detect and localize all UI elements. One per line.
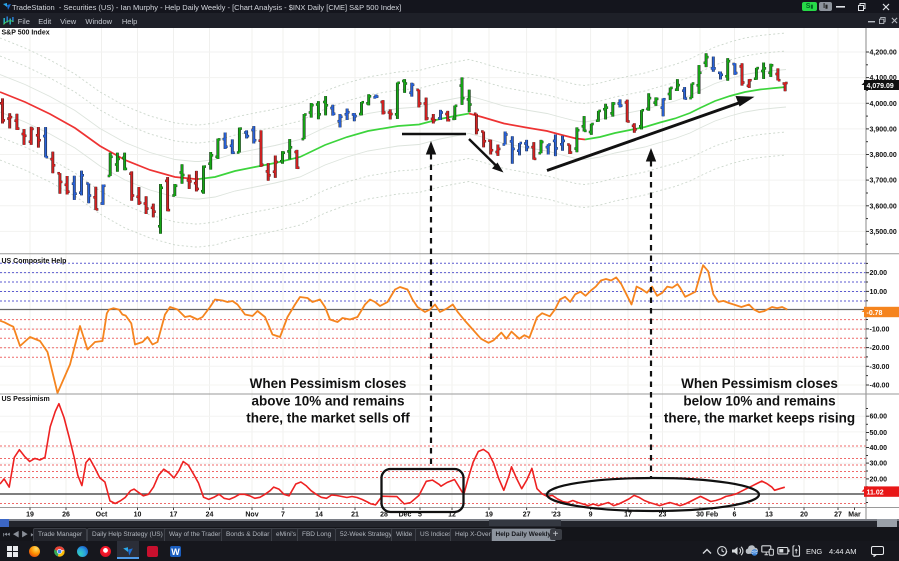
svg-text:US Composite Help: US Composite Help: [2, 258, 67, 265]
svg-text:7: 7: [281, 512, 285, 519]
svg-text:13: 13: [765, 512, 773, 519]
svg-text:4,000.00: 4,000.00: [870, 101, 897, 108]
svg-text:17: 17: [170, 512, 178, 519]
svg-text:When Pessimism closes: When Pessimism closes: [681, 376, 838, 391]
svg-text:60.00: 60.00: [870, 414, 888, 421]
svg-text:Feb: Feb: [706, 512, 718, 519]
svg-text:10.00: 10.00: [870, 289, 888, 296]
svg-text:4,200.00: 4,200.00: [870, 50, 897, 57]
svg-text:-20.00: -20.00: [870, 345, 890, 352]
svg-text:Mar: Mar: [848, 512, 861, 519]
svg-text:Nov: Nov: [245, 512, 258, 519]
svg-text:3,600.00: 3,600.00: [870, 203, 897, 210]
svg-text:below 10% and remains: below 10% and remains: [683, 394, 835, 409]
svg-text:-40.00: -40.00: [870, 383, 890, 390]
svg-text:23: 23: [659, 512, 667, 519]
svg-text:19: 19: [485, 512, 493, 519]
svg-text:Dec: Dec: [399, 512, 412, 519]
svg-text:When Pessimism closes: When Pessimism closes: [250, 376, 407, 391]
svg-text:there, the market keeps rising: there, the market keeps rising: [664, 411, 855, 426]
svg-text:40.00: 40.00: [870, 445, 888, 452]
svg-text:3,800.00: 3,800.00: [870, 152, 897, 159]
svg-text:above 10% and remains: above 10% and remains: [251, 394, 404, 409]
svg-text:30: 30: [696, 512, 704, 519]
svg-text:28: 28: [380, 512, 388, 519]
svg-text:27: 27: [523, 512, 531, 519]
svg-text:17: 17: [624, 512, 632, 519]
svg-text:30.00: 30.00: [870, 461, 888, 468]
svg-text:12: 12: [448, 512, 456, 519]
svg-text:20.00: 20.00: [870, 270, 888, 277]
svg-text:-30.00: -30.00: [870, 364, 890, 371]
svg-text:5: 5: [418, 512, 422, 519]
svg-text:9: 9: [589, 512, 593, 519]
svg-text:there, the market sells off: there, the market sells off: [246, 411, 410, 426]
svg-text:20.00: 20.00: [870, 476, 888, 483]
svg-text:26: 26: [62, 512, 70, 519]
svg-text:-0.78: -0.78: [867, 310, 883, 317]
svg-text:21: 21: [351, 512, 359, 519]
svg-text:50.00: 50.00: [870, 430, 888, 437]
svg-text:20: 20: [800, 512, 808, 519]
svg-text:19: 19: [26, 512, 34, 519]
svg-text:6: 6: [733, 512, 737, 519]
svg-text:'23: '23: [551, 512, 561, 519]
svg-text:3,500.00: 3,500.00: [870, 229, 897, 236]
svg-text:Oct: Oct: [96, 512, 108, 519]
svg-text:14: 14: [315, 512, 323, 519]
svg-text:27: 27: [834, 512, 842, 519]
svg-text:US Pessimism: US Pessimism: [2, 396, 50, 403]
svg-text:-10.00: -10.00: [870, 326, 890, 333]
svg-text:10: 10: [134, 512, 142, 519]
svg-text:S&P 500 Index: S&P 500 Index: [2, 30, 50, 37]
svg-text:3,900.00: 3,900.00: [870, 126, 897, 133]
svg-text:24: 24: [206, 512, 214, 519]
svg-text:4,079.09: 4,079.09: [867, 83, 894, 90]
svg-text:4,100.00: 4,100.00: [870, 75, 897, 82]
svg-text:11.02: 11.02: [867, 490, 884, 497]
svg-text:3,700.00: 3,700.00: [870, 178, 897, 185]
